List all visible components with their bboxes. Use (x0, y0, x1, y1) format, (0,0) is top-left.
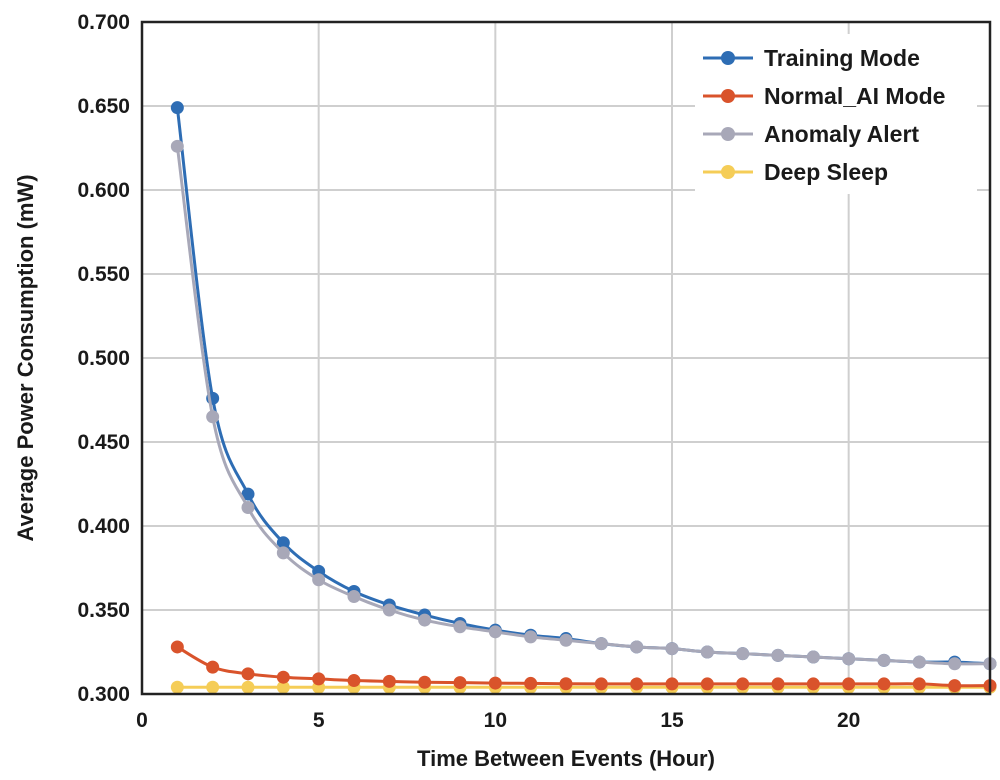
data-point-anomaly-alert (665, 642, 679, 656)
y-tick-label: 0.600 (77, 179, 130, 202)
x-tick-label: 0 (136, 709, 148, 732)
y-tick-label: 0.350 (77, 599, 130, 622)
data-point-normal-ai-mode (842, 677, 856, 691)
data-point-normal-ai-mode (665, 677, 679, 691)
legend-item-anomaly-alert: Anomaly Alert (703, 121, 919, 147)
data-point-anomaly-alert (382, 603, 396, 617)
legend-item-normal-ai-mode: Normal_AI Mode (703, 83, 945, 109)
y-tick-label: 0.550 (77, 263, 130, 286)
series-anomaly-alert (170, 139, 997, 671)
data-point-training-mode (276, 536, 290, 550)
data-point-normal-ai-mode (312, 672, 326, 686)
legend-label: Deep Sleep (764, 159, 888, 185)
legend-item-training-mode: Training Mode (703, 45, 920, 71)
legend-swatch-marker (721, 51, 735, 65)
data-point-training-mode (170, 101, 184, 115)
series-layer (170, 101, 997, 694)
data-point-normal-ai-mode (276, 670, 290, 684)
data-point-anomaly-alert (312, 573, 326, 587)
y-tick-label: 0.400 (77, 515, 130, 538)
data-point-normal-ai-mode (771, 677, 785, 691)
data-point-anomaly-alert (948, 657, 962, 671)
data-point-training-mode (241, 487, 255, 501)
data-point-anomaly-alert (771, 648, 785, 662)
data-point-anomaly-alert (488, 625, 502, 639)
data-point-normal-ai-mode (241, 667, 255, 681)
data-point-normal-ai-mode (453, 676, 467, 690)
data-point-deep-sleep (170, 680, 184, 694)
data-point-normal-ai-mode (877, 677, 891, 691)
data-point-anomaly-alert (806, 650, 820, 664)
data-point-anomaly-alert (877, 653, 891, 667)
data-point-anomaly-alert (736, 647, 750, 661)
data-point-anomaly-alert (276, 546, 290, 560)
data-point-normal-ai-mode (912, 677, 926, 691)
legend-item-deep-sleep: Deep Sleep (703, 159, 888, 185)
plot-frame (140, 20, 992, 696)
x-tick-label: 5 (313, 709, 325, 732)
legend-label: Anomaly Alert (764, 121, 919, 147)
data-point-anomaly-alert (524, 630, 538, 644)
data-point-deep-sleep (241, 680, 255, 694)
data-point-anomaly-alert (347, 590, 361, 604)
legend-label: Training Mode (764, 45, 920, 71)
y-tick-label: 0.300 (77, 683, 130, 706)
data-point-anomaly-alert (206, 410, 220, 424)
data-point-normal-ai-mode (736, 677, 750, 691)
data-point-anomaly-alert (912, 655, 926, 669)
data-point-anomaly-alert (418, 613, 432, 627)
data-point-normal-ai-mode (948, 679, 962, 693)
data-point-deep-sleep (276, 680, 290, 694)
data-point-anomaly-alert (594, 637, 608, 651)
data-point-normal-ai-mode (594, 677, 608, 691)
data-point-normal-ai-mode (170, 640, 184, 654)
data-point-normal-ai-mode (488, 676, 502, 690)
data-point-anomaly-alert (630, 640, 644, 654)
y-tick-label: 0.450 (77, 431, 130, 454)
legend-swatch-marker (721, 127, 735, 141)
x-tick-label: 20 (837, 709, 860, 732)
data-point-anomaly-alert (700, 645, 714, 659)
data-point-anomaly-alert (241, 501, 255, 515)
legend-swatch-marker (721, 165, 735, 179)
x-tick-label: 15 (660, 709, 684, 732)
data-point-deep-sleep (206, 680, 220, 694)
data-point-normal-ai-mode (347, 674, 361, 688)
y-axis-title: Average Power Consumption (mW) (13, 174, 38, 541)
y-tick-label: 0.500 (77, 347, 130, 370)
legend-background (695, 34, 977, 194)
y-tick-labels: 0.300 0.350 0.400 0.450 0.500 0.550 0.600 0.650… (77, 11, 130, 706)
series-normal-ai-mode (170, 640, 997, 693)
y-tick-label: 0.650 (77, 95, 130, 118)
data-point-normal-ai-mode (418, 675, 432, 689)
x-tick-labels: 0 5 10 15 20 (136, 709, 860, 732)
data-point-anomaly-alert (170, 139, 184, 153)
x-axis-title: Time Between Events (Hour) (417, 746, 715, 771)
legend-label: Normal_AI Mode (764, 83, 945, 109)
data-point-normal-ai-mode (524, 676, 538, 690)
y-tick-label: 0.700 (77, 11, 130, 34)
data-point-normal-ai-mode (806, 677, 820, 691)
data-point-anomaly-alert (559, 633, 573, 647)
data-point-normal-ai-mode (559, 677, 573, 691)
data-point-anomaly-alert (453, 620, 467, 634)
x-tick-label: 10 (484, 709, 507, 732)
data-point-normal-ai-mode (206, 660, 220, 674)
data-point-normal-ai-mode (630, 677, 644, 691)
data-point-anomaly-alert (842, 652, 856, 666)
legend-swatch-marker (721, 89, 735, 103)
legend: Training Mode Normal_AI Mode Anomaly Alert… (695, 34, 977, 194)
data-point-normal-ai-mode (382, 674, 396, 688)
data-point-normal-ai-mode (700, 677, 714, 691)
